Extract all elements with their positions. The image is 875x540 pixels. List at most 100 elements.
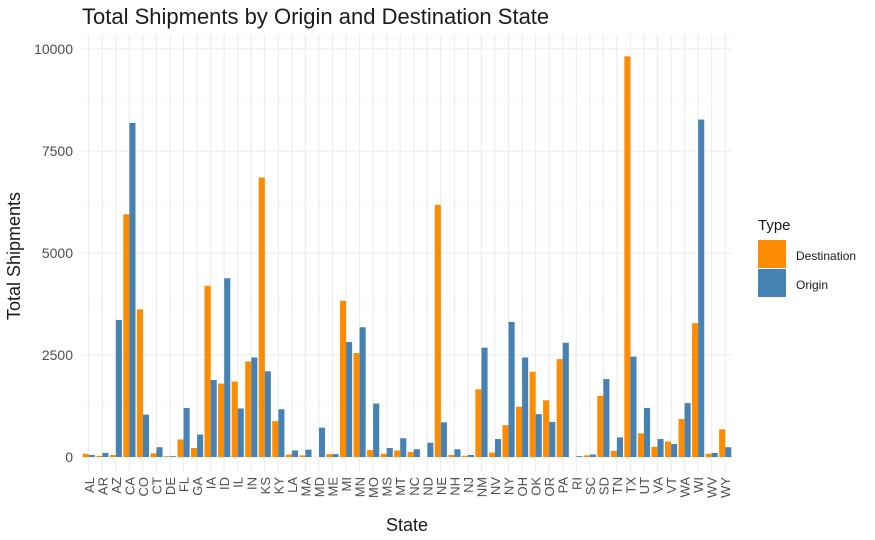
bar-origin-oh [522, 357, 529, 457]
x-tick-label: OH [515, 477, 530, 497]
bars [82, 56, 732, 458]
x-tick-label: WI [691, 477, 706, 493]
x-tick-label: AZ [109, 477, 124, 494]
bar-origin-ms [386, 448, 393, 457]
bar-destination-ia [204, 285, 211, 457]
x-tick-label: TN [610, 477, 625, 494]
x-tick-label: LA [285, 477, 300, 493]
bar-origin-ri [576, 456, 583, 457]
x-tick-label: WY [718, 477, 733, 498]
bar-destination-sd [597, 395, 604, 457]
bar-destination-in [245, 361, 252, 457]
legend-label-destination: Destination [796, 249, 856, 263]
x-tick-label: VA [651, 477, 666, 494]
bar-destination-or [543, 400, 550, 457]
x-tick-label: UT [637, 477, 652, 494]
bar-destination-ar [96, 455, 103, 457]
x-tick-label: KS [258, 477, 273, 495]
x-tick-label: IN [244, 477, 259, 490]
x-tick-label: WV [705, 477, 720, 498]
bar-origin-md [318, 427, 326, 457]
x-tick-label: CT [149, 477, 164, 494]
x-tick-label: TX [623, 477, 638, 494]
bar-origin-mn [359, 327, 366, 457]
bar-destination-ok [529, 371, 536, 457]
bar-destination-ct [150, 453, 157, 457]
bar-origin-nd [427, 442, 434, 457]
x-tick-label: MO [366, 477, 381, 498]
bar-origin-nc [413, 449, 420, 457]
x-tick-label: ID [217, 477, 232, 490]
x-tick-label: ND [420, 477, 435, 496]
x-tick-label: NE [434, 477, 449, 495]
x-tick-label: PA [556, 477, 571, 494]
bar-origin-sc [589, 454, 596, 457]
bar-destination-ga [191, 448, 198, 457]
bar-origin-ia [210, 379, 217, 457]
bar-origin-mi [346, 341, 353, 457]
bar-origin-wi [698, 119, 705, 457]
x-tick-label: DE [163, 477, 178, 495]
x-tick-label: SC [583, 477, 598, 495]
x-tick-label: VT [664, 477, 679, 494]
x-tick-label: KY [271, 477, 286, 495]
bar-destination-wy [719, 429, 726, 457]
x-tick-label: MI [339, 477, 354, 491]
x-tick-label: IL [231, 477, 246, 488]
bar-origin-me [332, 454, 339, 457]
bar-origin-il [237, 408, 244, 457]
bar-origin-vt [671, 443, 678, 457]
bar-destination-wa [678, 419, 685, 457]
x-tick-label: AL [82, 477, 97, 493]
bar-origin-nm [481, 347, 488, 457]
bar-origin-mo [373, 403, 380, 457]
x-axis-ticks: ALARAZCACOCTDEFLGAIAIDILINKSKYLAMAMDMEMI… [82, 477, 733, 498]
bar-destination-tx [624, 56, 631, 458]
bar-origin-de [170, 456, 177, 457]
x-tick-label: NY [502, 477, 517, 495]
bar-origin-wa [684, 403, 691, 457]
legend-title: Type [758, 217, 791, 234]
y-axis-ticks: 0 2500 5000 7500 10000 [34, 41, 73, 465]
bar-destination-nj [461, 455, 468, 457]
bar-origin-ny [508, 321, 515, 457]
x-tick-label: NV [488, 477, 503, 495]
legend-swatch-origin [758, 269, 786, 297]
x-tick-label: OR [542, 477, 557, 497]
bar-destination-pa [556, 359, 563, 457]
x-tick-label: MT [393, 477, 408, 496]
x-tick-label: AR [95, 477, 110, 495]
x-tick-label: CA [122, 477, 137, 495]
bar-origin-in [251, 357, 258, 457]
bar-origin-tx [630, 356, 637, 457]
bar-destination-id [218, 383, 225, 457]
x-axis-title: State [386, 515, 428, 535]
bar-origin-ok [535, 414, 542, 457]
x-tick-label: NJ [461, 477, 476, 493]
bar-origin-nv [495, 439, 502, 457]
bar-destination-mn [353, 352, 360, 457]
x-tick-label: CO [136, 477, 151, 497]
bar-destination-mi [339, 300, 347, 457]
bar-destination-de [163, 456, 171, 457]
x-tick-label: NM [474, 477, 489, 497]
x-tick-label: WA [678, 477, 693, 498]
bar-destination-oh [516, 406, 523, 457]
x-tick-label: FL [177, 477, 192, 492]
bar-destination-ca [123, 214, 130, 457]
x-tick-label: MA [298, 477, 313, 497]
x-tick-label: RI [569, 477, 584, 490]
bar-destination-ky [272, 421, 279, 457]
bar-destination-vt [664, 441, 672, 457]
x-tick-label: MN [353, 477, 368, 497]
bar-destination-ut [637, 433, 644, 457]
legend-swatch-destination [758, 240, 786, 268]
x-tick-label: ME [326, 477, 341, 497]
bar-destination-fl [177, 439, 184, 457]
bar-origin-tn [616, 437, 623, 457]
legend-label-origin: Origin [796, 278, 828, 292]
bar-destination-ms [380, 453, 387, 457]
x-tick-label: MD [312, 477, 327, 497]
bar-origin-nh [454, 449, 461, 457]
